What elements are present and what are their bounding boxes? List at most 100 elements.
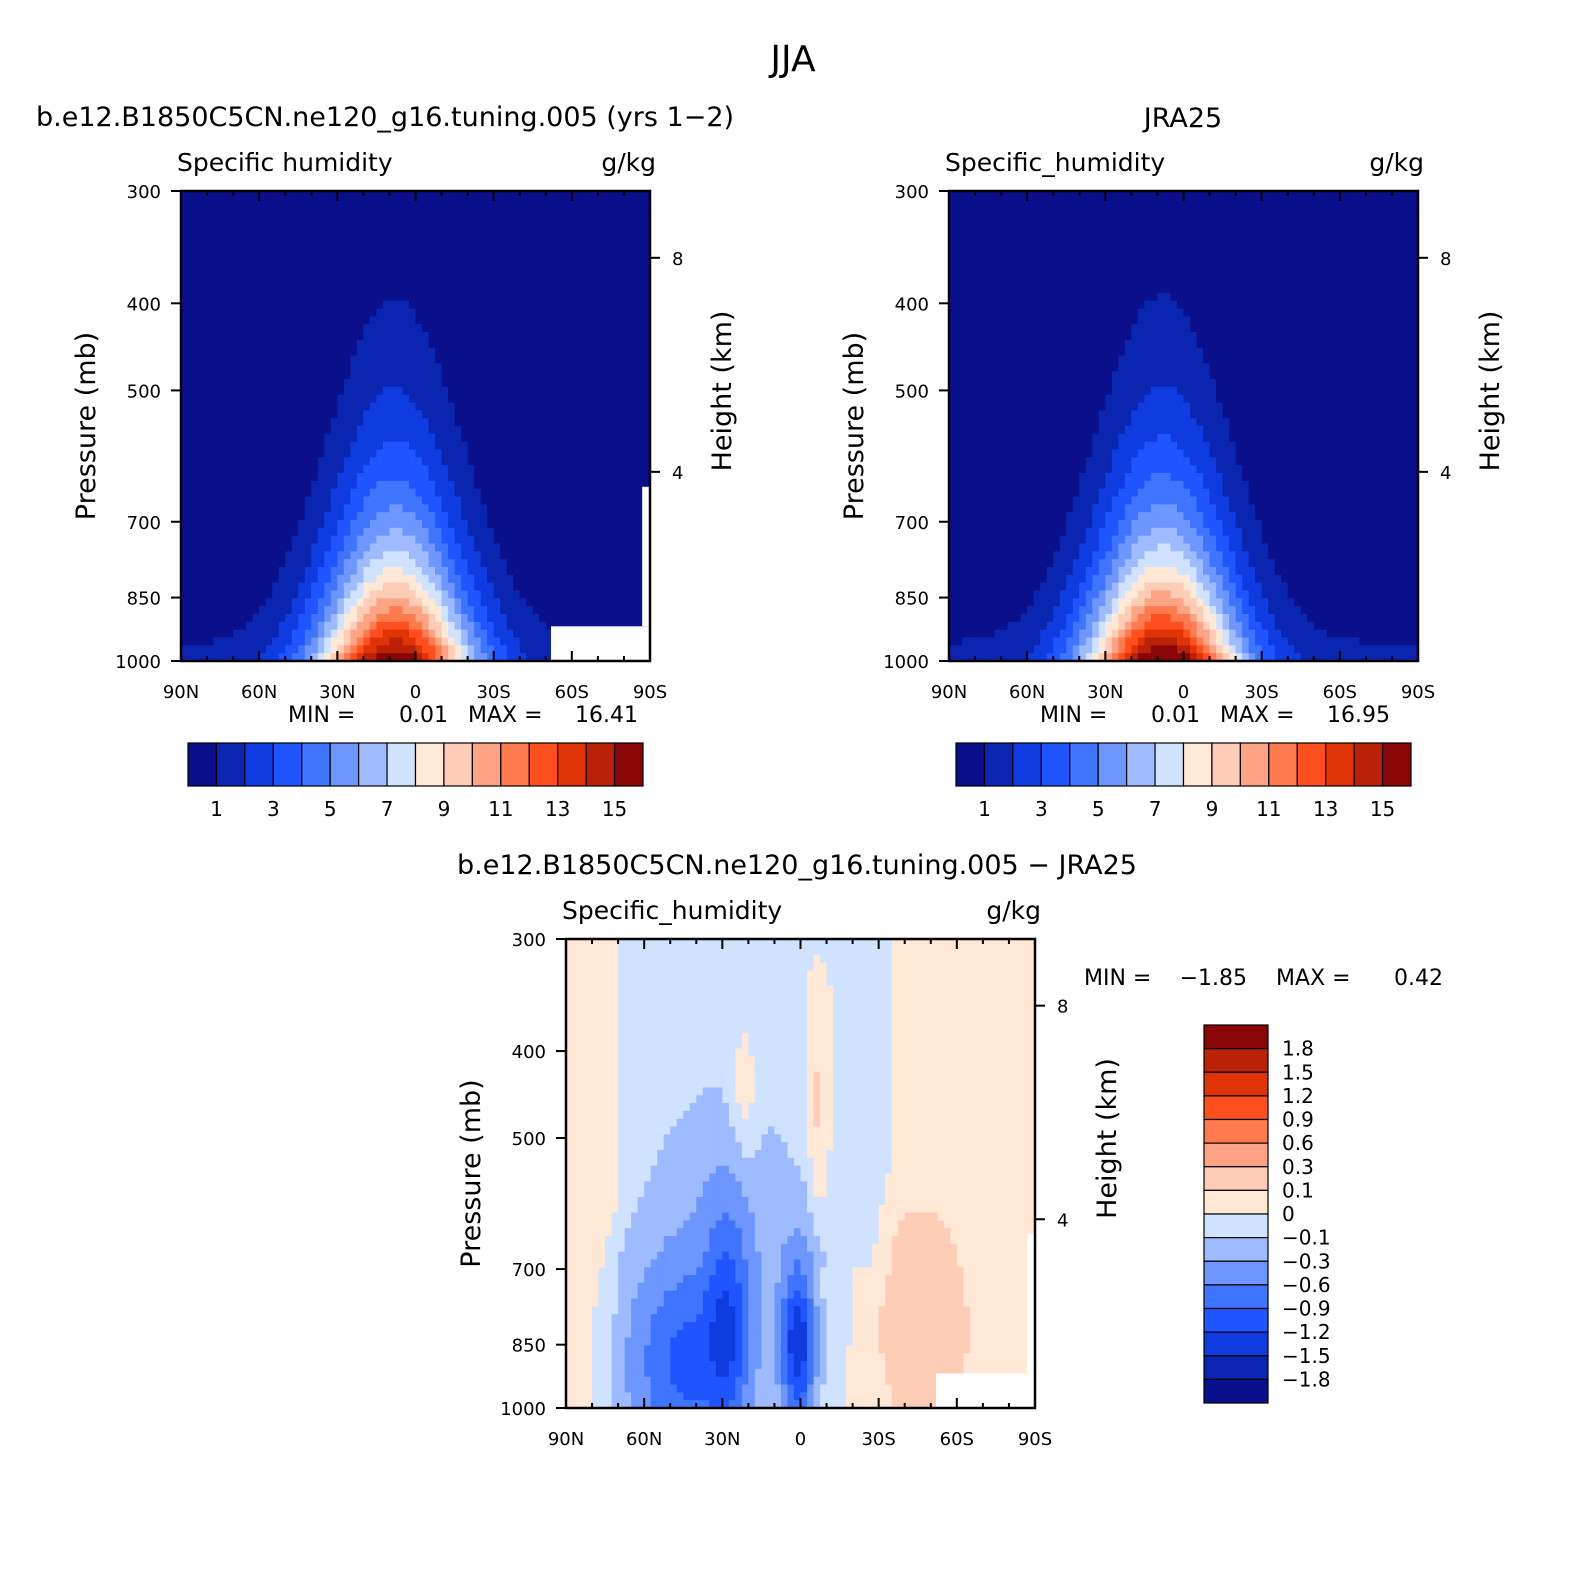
contour-cell (402, 637, 410, 646)
contour-cell (552, 543, 560, 552)
contour-cell (200, 198, 208, 208)
contour-cell (1216, 230, 1224, 239)
contour-cell (506, 355, 514, 364)
contour-cell (584, 394, 592, 404)
contour-cell (565, 433, 573, 443)
contour-cell (552, 339, 560, 349)
contour-cell (1209, 191, 1217, 200)
contour-cell (265, 645, 273, 654)
panel-title: JRA25 (1142, 103, 1222, 134)
contour-cell (278, 504, 286, 513)
contour-cell (285, 465, 293, 474)
contour-cell (337, 621, 345, 631)
contour-cell (343, 465, 351, 474)
contour-cell (1040, 222, 1048, 231)
contour-cell (591, 198, 599, 208)
contour-cell (363, 316, 371, 325)
contour-cell (415, 504, 423, 513)
contour-cell (382, 410, 391, 419)
contour-cell (643, 300, 651, 310)
contour-cell (265, 410, 273, 419)
contour-cell (317, 543, 325, 552)
contour-cell (233, 379, 241, 388)
contour-cell (389, 245, 397, 255)
contour-cell (324, 191, 332, 200)
contour-cell (187, 465, 195, 474)
contour-cell (617, 332, 625, 341)
contour-cell (207, 206, 215, 216)
contour-cell (571, 598, 579, 607)
contour-cell (558, 512, 566, 521)
contour-cell (584, 606, 592, 615)
contour-cell (578, 245, 586, 255)
contour-cell (1242, 238, 1250, 247)
contour-cell (350, 410, 358, 419)
contour-cell (441, 285, 449, 294)
contour-cell (636, 198, 645, 208)
x-tick-label: 30N (319, 682, 355, 703)
contour-cell (187, 480, 195, 490)
contour-cell (1411, 206, 1419, 216)
contour-cell (578, 457, 586, 466)
contour-cell (285, 441, 293, 451)
contour-cell (259, 292, 267, 302)
contour-cell (343, 621, 351, 631)
contour-cell (1365, 245, 1373, 255)
contour-cell (565, 598, 573, 607)
contour-cell (493, 512, 501, 521)
contour-cell (532, 582, 540, 592)
contour-cell (317, 433, 325, 443)
contour-cell (369, 559, 378, 568)
contour-cell (272, 480, 280, 490)
contour-cell (1131, 245, 1139, 255)
contour-cell (636, 590, 645, 599)
contour-cell (415, 418, 423, 427)
contour-cell (584, 535, 592, 545)
contour-cell (428, 598, 436, 607)
contour-cell (591, 394, 599, 404)
contour-cell (246, 300, 254, 310)
contour-cell (278, 222, 286, 231)
contour-cell (480, 277, 488, 286)
contour-cell (545, 363, 553, 372)
contour-cell (617, 245, 625, 255)
contour-cell (467, 308, 475, 317)
contour-cell (252, 222, 260, 231)
contour-cell (643, 433, 651, 443)
contour-cell (448, 480, 456, 490)
contour-cell (526, 363, 534, 372)
contour-cell (558, 433, 566, 443)
contour-cell (389, 621, 397, 631)
contour-cell (643, 449, 651, 458)
contour-cell (467, 520, 475, 529)
contour-cell (545, 473, 553, 482)
contour-cell (1079, 222, 1087, 231)
contour-cell (317, 238, 325, 247)
contour-cell (265, 582, 273, 592)
contour-cell (187, 198, 195, 208)
contour-cell (643, 332, 651, 341)
contour-cell (291, 551, 299, 560)
contour-cell (526, 198, 534, 208)
contour-cell (207, 222, 215, 231)
contour-cell (317, 285, 325, 294)
contour-cell (337, 473, 345, 482)
contour-cell (441, 480, 449, 490)
contour-cell (272, 433, 280, 443)
contour-cell (435, 473, 443, 482)
contour-cell (395, 230, 404, 239)
contour-cell (565, 355, 573, 364)
contour-cell (343, 653, 351, 662)
contour-cell (591, 230, 599, 239)
contour-cell (259, 269, 267, 278)
contour-cell (565, 191, 573, 200)
contour-cell (252, 402, 260, 411)
contour-cell (330, 465, 338, 474)
contour-cell (467, 222, 475, 231)
contour-cell (317, 598, 325, 607)
contour-cell (311, 402, 319, 411)
contour-cell (480, 355, 488, 364)
contour-cell (395, 386, 404, 396)
contour-cell (578, 379, 586, 388)
contour-cell (532, 488, 540, 498)
